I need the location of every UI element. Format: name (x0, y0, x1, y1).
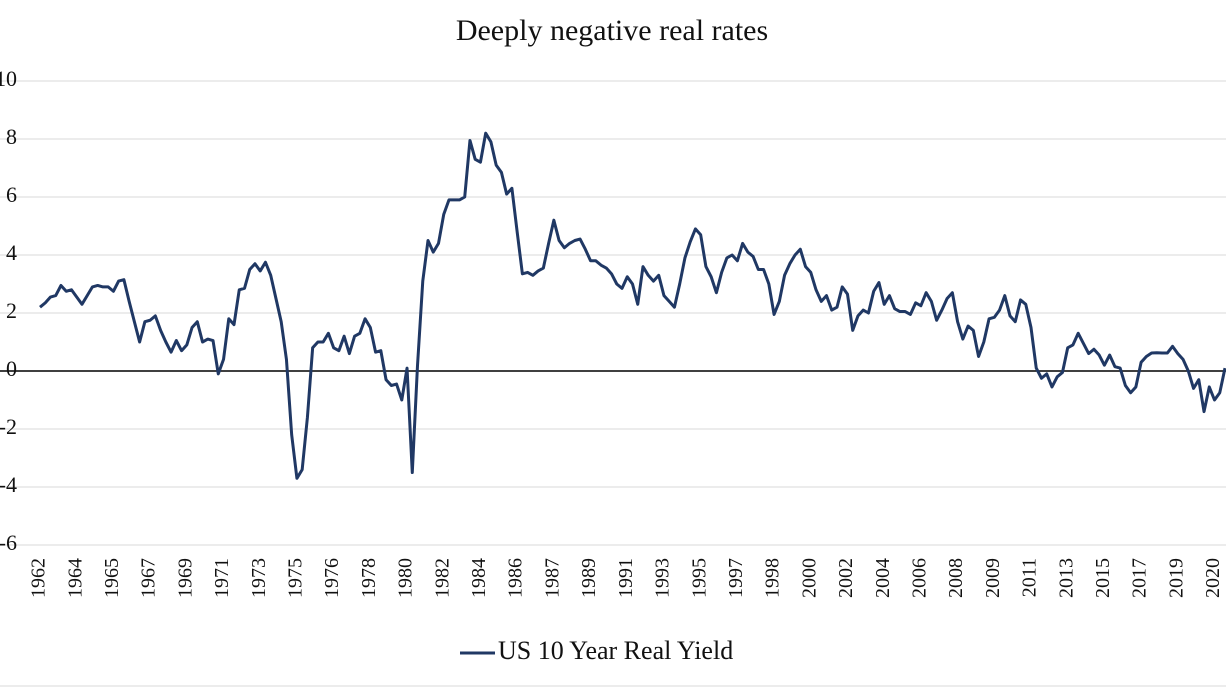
x-tick-label: 1987 (541, 558, 563, 598)
y-tick-label: 0 (6, 356, 17, 381)
x-tick-label: 2002 (835, 558, 857, 598)
y-tick-label: 10 (0, 66, 17, 91)
x-tick-label: 1984 (468, 558, 490, 598)
x-tick-label: 1989 (578, 558, 600, 598)
x-tick-label: 1965 (101, 558, 123, 598)
x-tick-label: 2006 (908, 558, 930, 598)
x-tick-label: 2017 (1129, 558, 1151, 598)
x-tick-label: 2011 (1019, 558, 1041, 597)
x-tick-label: 1980 (395, 558, 417, 598)
x-tick-label: 2019 (1165, 558, 1187, 598)
x-tick-label: 1998 (762, 558, 784, 598)
y-tick-label: 6 (6, 182, 17, 207)
x-tick-label: 2020 (1202, 558, 1224, 598)
x-tick-label: 2015 (1092, 558, 1114, 598)
x-tick-label: 1982 (431, 558, 453, 598)
x-tick-label: 1971 (211, 558, 233, 598)
x-tick-label: 1995 (688, 558, 710, 598)
x-tick-label: 1973 (248, 558, 270, 598)
legend-label: US 10 Year Real Yield (498, 636, 733, 665)
y-tick-label: 2 (6, 298, 17, 323)
y-tick-label: 8 (6, 124, 17, 149)
x-tick-label: 1986 (505, 558, 527, 598)
y-tick-label: -6 (0, 530, 17, 555)
x-tick-label: 1969 (174, 558, 196, 598)
x-tick-label: 1991 (615, 558, 637, 598)
y-tick-label: -2 (0, 414, 17, 439)
x-tick-label: 1967 (138, 558, 160, 598)
x-tick-label: 2008 (945, 558, 967, 598)
y-tick-label: 4 (6, 240, 17, 265)
x-tick-label: 1978 (358, 558, 380, 598)
chart-title: Deeply negative real rates (456, 14, 768, 47)
x-tick-label: 1976 (321, 558, 343, 598)
x-tick-label: 2000 (798, 558, 820, 598)
y-tick-label: -4 (0, 472, 17, 497)
x-tick-label: 1993 (652, 558, 674, 598)
x-tick-label: 2013 (1055, 558, 1077, 598)
x-tick-label: 1975 (285, 558, 307, 598)
x-tick-label: 1964 (64, 558, 86, 598)
x-tick-label: 2004 (872, 558, 894, 598)
x-tick-label: 2009 (982, 558, 1004, 598)
data-line (39, 131, 1226, 480)
x-tick-label: 1997 (725, 558, 747, 598)
x-tick-label: 1962 (28, 558, 50, 598)
